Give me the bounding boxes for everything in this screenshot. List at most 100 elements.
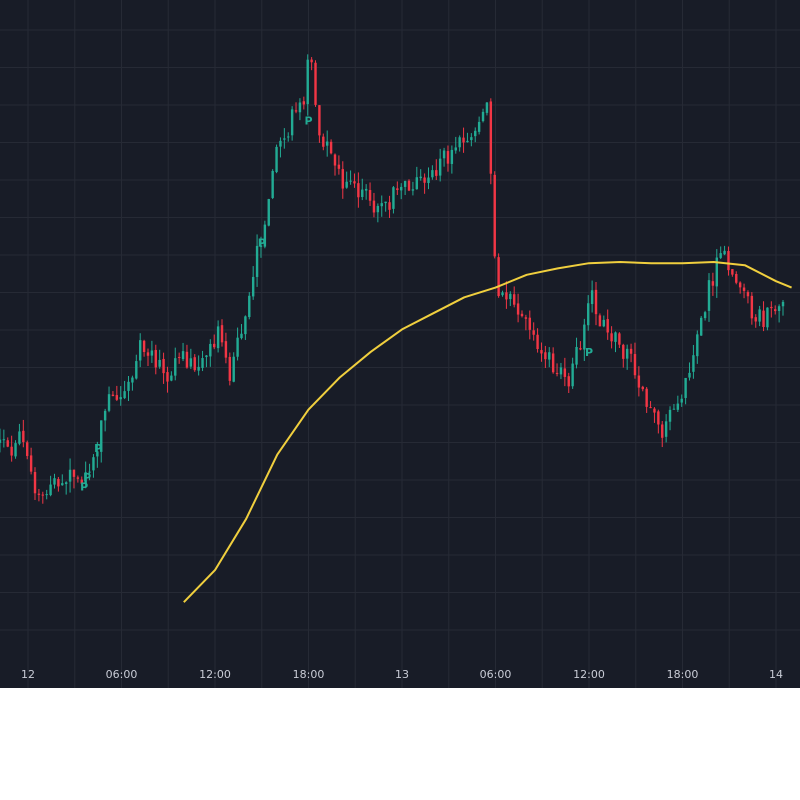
candle-body xyxy=(263,224,267,247)
x-tick-label: 18:00 xyxy=(667,668,699,681)
candle-body xyxy=(419,176,422,179)
candle-body xyxy=(318,105,321,136)
candle-body xyxy=(337,164,341,169)
candle-body xyxy=(111,394,115,397)
x-axis: 12 06:00 12:00 18:00 13 06:00 12:00 18:00 14 xyxy=(21,668,783,681)
candle-body xyxy=(551,353,555,373)
candle-body xyxy=(275,146,278,173)
candle-body xyxy=(49,484,52,496)
candle-body xyxy=(575,346,578,365)
candle-body xyxy=(528,317,531,330)
x-tick-label: 06:00 xyxy=(106,668,138,681)
candle-body xyxy=(590,290,594,305)
candle-body xyxy=(201,358,204,368)
candle-body xyxy=(676,403,680,410)
candle-body xyxy=(407,180,411,191)
x-tick-label: 12:00 xyxy=(573,668,605,681)
candle-body xyxy=(766,307,769,328)
candle-body xyxy=(688,372,691,378)
candle-body xyxy=(442,150,446,159)
candle-body xyxy=(614,332,617,342)
candle-body xyxy=(131,377,134,383)
candle-body xyxy=(509,293,512,300)
candle-body xyxy=(349,180,352,182)
candle-body xyxy=(2,439,6,441)
candle-body xyxy=(0,439,2,443)
candle-body xyxy=(166,372,169,382)
candles xyxy=(0,54,785,504)
candle-body xyxy=(329,141,333,154)
candle-body xyxy=(100,420,103,452)
candle-body xyxy=(345,181,348,188)
candle-body xyxy=(53,478,56,485)
candle-body xyxy=(411,189,415,191)
candle-body xyxy=(657,411,660,425)
candle-body xyxy=(544,352,547,360)
candle-body xyxy=(392,187,395,209)
candle-body xyxy=(450,149,454,164)
candle-body xyxy=(22,430,25,443)
candle-body xyxy=(271,170,274,198)
candle-body xyxy=(774,309,777,312)
candle-body xyxy=(458,137,461,148)
candle-body xyxy=(715,257,718,287)
candle-body xyxy=(750,295,754,319)
candle-body xyxy=(189,358,193,367)
candle-body xyxy=(294,110,298,112)
candle-body xyxy=(438,158,442,176)
candle-body xyxy=(197,366,200,371)
candle-body xyxy=(594,289,598,315)
candle-body xyxy=(314,62,317,105)
candle-body xyxy=(579,348,582,350)
candle-body xyxy=(205,355,208,358)
candle-body xyxy=(703,312,707,319)
moving-average-line xyxy=(183,261,792,603)
candle-body xyxy=(474,130,477,137)
signal-marker: P xyxy=(585,346,593,359)
candle-body xyxy=(723,250,726,255)
candle-body xyxy=(587,303,590,326)
candle-body xyxy=(279,140,282,147)
candle-body xyxy=(520,313,524,317)
candle-body xyxy=(606,319,609,333)
candle-body xyxy=(477,121,481,132)
candle-body xyxy=(403,180,407,187)
candle-body xyxy=(696,334,699,357)
candle-body xyxy=(353,181,356,184)
candle-body xyxy=(267,199,270,226)
candle-body xyxy=(524,317,528,319)
candle-body xyxy=(622,344,625,359)
candle-body xyxy=(731,269,734,275)
candle-body xyxy=(244,316,247,335)
candle-body xyxy=(633,354,637,376)
candle-body xyxy=(298,102,302,113)
candle-body xyxy=(672,408,676,410)
candle-body xyxy=(341,169,344,189)
candle-body xyxy=(45,494,48,496)
candle-body xyxy=(738,282,742,288)
candle-body xyxy=(548,352,551,360)
candle-body xyxy=(431,170,434,178)
candle-body xyxy=(193,357,196,371)
candle-body xyxy=(92,457,95,471)
candle-body xyxy=(618,333,621,345)
candle-body xyxy=(641,386,644,390)
candle-body xyxy=(127,381,130,391)
candle-body xyxy=(388,202,391,210)
candle-body xyxy=(571,363,574,387)
candle-body xyxy=(742,287,746,291)
candle-body xyxy=(781,301,785,307)
candle-body xyxy=(680,398,683,403)
candle-body xyxy=(251,276,255,297)
candle-body xyxy=(123,391,126,399)
candle-body xyxy=(68,469,72,482)
candle-body xyxy=(454,147,457,151)
candle-body xyxy=(532,330,535,335)
candle-body xyxy=(602,319,606,327)
candle-body xyxy=(259,245,263,247)
candle-body xyxy=(501,292,504,296)
candle-body xyxy=(368,190,372,201)
candle-body xyxy=(563,368,567,377)
